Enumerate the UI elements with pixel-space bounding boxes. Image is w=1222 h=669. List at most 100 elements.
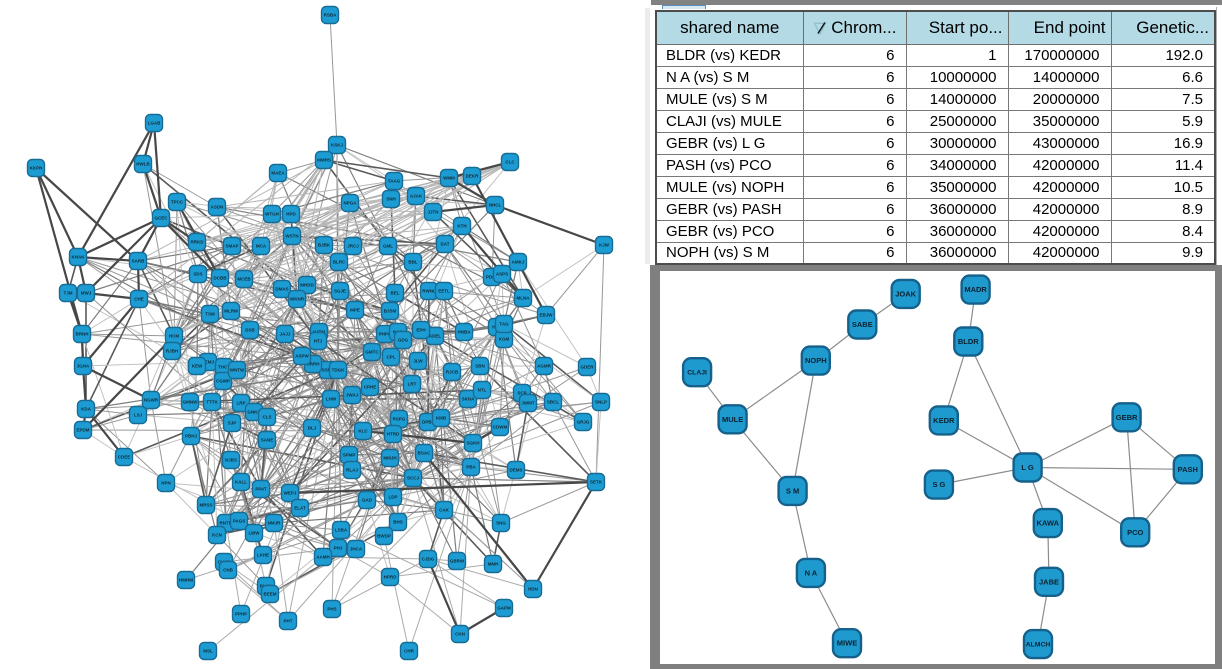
svg-text:BSAC: BSAC xyxy=(418,451,432,456)
svg-text:MCEB: MCEB xyxy=(237,277,251,282)
svg-text:BJSM: BJSM xyxy=(384,309,397,314)
svg-text:KMB: KMB xyxy=(436,416,447,421)
svg-text:GDER: GDER xyxy=(580,365,594,370)
svg-text:MMHS: MMHS xyxy=(317,158,331,163)
svg-text:TDGK: TDGK xyxy=(332,368,345,373)
svg-text:GAPM: GAPM xyxy=(497,606,511,611)
svg-text:BJBK: BJBK xyxy=(318,243,331,248)
svg-text:TAG: TAG xyxy=(499,322,509,327)
svg-text:RLAJ: RLAJ xyxy=(346,468,358,473)
svg-text:LWW: LWW xyxy=(249,531,261,536)
svg-text:CPHE: CPHE xyxy=(364,385,377,390)
svg-text:KDA: KDA xyxy=(81,407,91,412)
svg-text:AJAK: AJAK xyxy=(410,194,423,199)
svg-text:WNTW: WNTW xyxy=(230,368,245,373)
svg-text:LDP: LDP xyxy=(389,495,398,500)
svg-text:SSMC: SSMC xyxy=(321,368,335,373)
svg-text:TAAG: TAAG xyxy=(388,179,401,184)
svg-text:GMTC: GMTC xyxy=(365,350,379,355)
svg-text:GMNW: GMNW xyxy=(183,400,198,405)
svg-text:HTRD: HTRD xyxy=(387,432,400,437)
svg-text:RSPG: RSPG xyxy=(393,417,406,422)
svg-text:CKN: CKN xyxy=(455,632,465,637)
svg-text:JRCJ: JRCJ xyxy=(347,244,359,249)
svg-text:SARB: SARB xyxy=(132,259,146,264)
svg-text:SNH: SNH xyxy=(386,197,396,202)
svg-text:PPAT: PPAT xyxy=(255,487,267,492)
svg-text:GRJG: GRJG xyxy=(577,420,590,425)
svg-text:BBL: BBL xyxy=(408,260,417,265)
svg-text:BEL: BEL xyxy=(391,291,400,296)
svg-text:S G: S G xyxy=(932,480,945,489)
svg-text:DAT: DAT xyxy=(441,242,450,247)
svg-text:HTJ: HTJ xyxy=(314,339,323,344)
svg-text:HPRD: HPRD xyxy=(384,575,398,580)
svg-text:SJP: SJP xyxy=(228,421,237,426)
svg-text:PHS: PHS xyxy=(327,607,336,612)
svg-text:KKPN: KKPN xyxy=(30,166,43,171)
svg-text:MCA: MCA xyxy=(256,244,267,249)
svg-text:SGJE: SGJE xyxy=(334,289,346,294)
svg-text:HMHM: HMHM xyxy=(179,578,193,583)
svg-text:RSBA: RSBA xyxy=(324,13,338,18)
svg-text:TPCC: TPCC xyxy=(171,200,184,205)
svg-text:JLW: JLW xyxy=(413,359,423,364)
svg-text:PAGS: PAGS xyxy=(233,519,245,524)
svg-text:AMKJ: AMKJ xyxy=(512,260,525,265)
svg-text:GML: GML xyxy=(383,244,393,249)
svg-text:HPD: HPD xyxy=(286,212,296,217)
svg-text:CJDG: CJDG xyxy=(422,557,435,562)
svg-text:MULE: MULE xyxy=(722,415,743,424)
svg-text:MMH: MMH xyxy=(488,562,499,567)
svg-text:BLDR: BLDR xyxy=(958,337,979,346)
svg-text:MRSS: MRSS xyxy=(199,503,212,508)
svg-text:MAEA: MAEA xyxy=(271,171,285,176)
svg-text:CHE: CHE xyxy=(134,297,144,302)
svg-text:PPHP: PPHP xyxy=(235,612,247,617)
svg-text:THCT: THCT xyxy=(218,365,230,370)
svg-text:BHS: BHS xyxy=(393,520,403,525)
svg-text:DEKR: DEKR xyxy=(466,174,480,179)
svg-text:KJW: KJW xyxy=(599,243,610,248)
svg-text:PBHJ: PBHJ xyxy=(185,434,198,439)
svg-text:LHW: LHW xyxy=(326,397,337,402)
svg-text:CLC: CLC xyxy=(505,160,515,165)
svg-text:ASPW: ASPW xyxy=(295,354,309,359)
svg-text:CNB: CNB xyxy=(223,568,233,573)
svg-text:JWMT: JWMT xyxy=(521,401,534,406)
svg-text:KAWA: KAWA xyxy=(1037,519,1060,528)
svg-text:N A: N A xyxy=(805,568,818,577)
svg-text:PASH: PASH xyxy=(1178,465,1198,474)
svg-text:HPN: HPN xyxy=(161,481,171,486)
svg-text:CDEE: CDEE xyxy=(118,455,131,460)
svg-text:GCEC: GCEC xyxy=(154,216,168,221)
svg-text:KTH: KTH xyxy=(457,224,466,229)
svg-text:MMJH: MMJH xyxy=(383,456,396,461)
svg-text:ELAT: ELAT xyxy=(294,506,306,511)
svg-text:LKHE: LKHE xyxy=(257,553,269,558)
svg-text:HRRH: HRRH xyxy=(307,362,320,367)
svg-text:HNBA: HNBA xyxy=(458,330,472,335)
svg-text:MADR: MADR xyxy=(964,285,987,294)
svg-text:KEDR: KEDR xyxy=(933,416,955,425)
svg-text:EPH: EPH xyxy=(416,328,425,333)
svg-text:LRT: LRT xyxy=(408,382,417,387)
svg-text:ADEL: ADEL xyxy=(429,334,442,339)
svg-text:AGMR: AGMR xyxy=(537,364,551,369)
svg-text:GDG: GDG xyxy=(398,338,409,343)
svg-text:KEW: KEW xyxy=(192,364,203,369)
svg-text:SDS: SDS xyxy=(193,272,202,277)
svg-text:KSKJ: KSKJ xyxy=(331,143,344,148)
svg-text:WKNR: WKNR xyxy=(290,297,305,302)
svg-text:DLJ: DLJ xyxy=(308,426,317,431)
svg-text:WTGH: WTGH xyxy=(265,212,279,217)
svg-text:WMM: WMM xyxy=(443,176,455,181)
svg-text:KGM: KGM xyxy=(499,337,510,342)
svg-text:ASPS: ASPS xyxy=(496,272,508,277)
svg-text:DCBB: DCBB xyxy=(214,276,228,281)
svg-text:BLRC: BLRC xyxy=(333,260,346,265)
svg-text:SBCL: SBCL xyxy=(547,400,560,405)
svg-text:MWJ: MWJ xyxy=(81,291,92,296)
svg-text:TTTK: TTTK xyxy=(206,400,218,405)
svg-text:DMAS: DMAS xyxy=(275,287,288,292)
